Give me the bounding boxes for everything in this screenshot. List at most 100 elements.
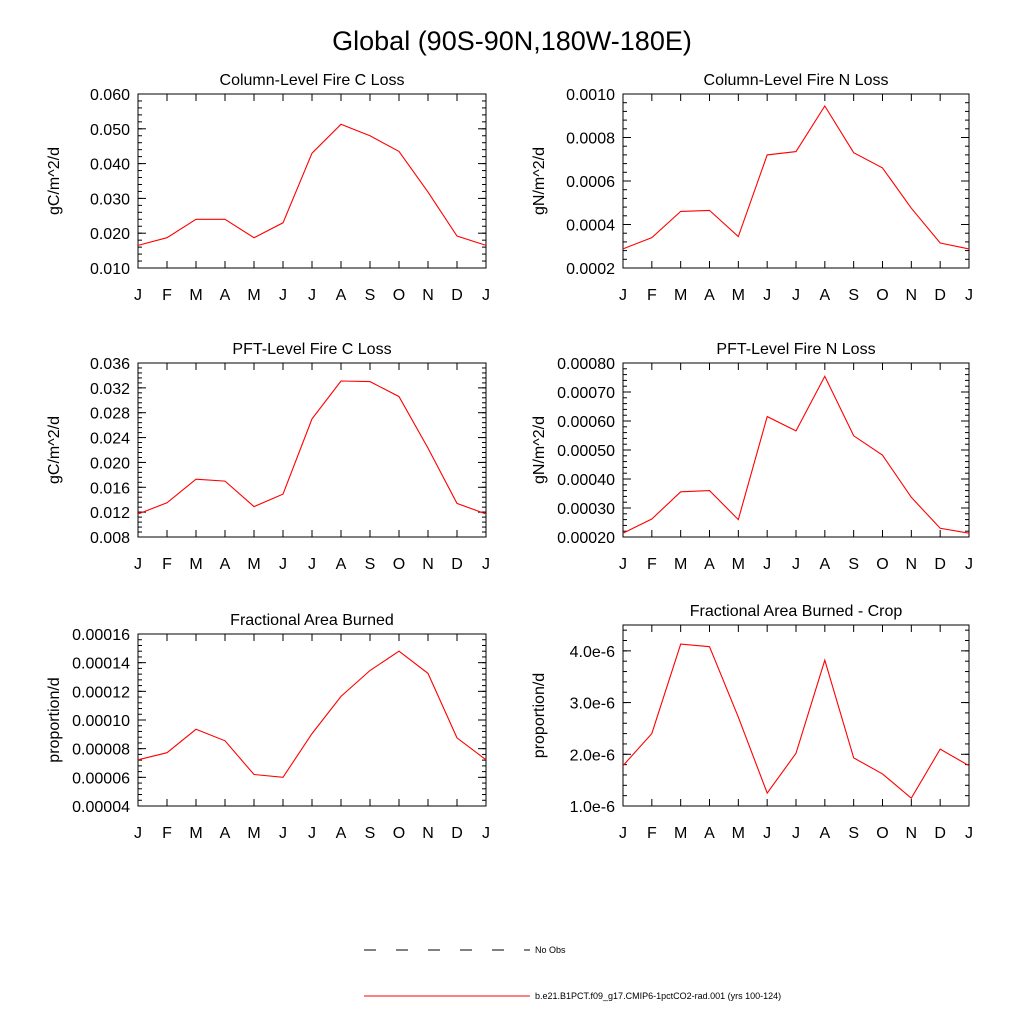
x-tick-label: F: [162, 287, 172, 304]
x-tick-label: S: [848, 825, 859, 842]
x-tick-label: F: [647, 287, 657, 304]
y-tick-label: 0.00050: [557, 443, 615, 460]
x-tick-label: D: [934, 287, 946, 304]
x-tick-label: O: [393, 825, 405, 842]
x-tick-label: A: [336, 825, 347, 842]
x-tick-label: N: [906, 825, 918, 842]
x-tick-label: F: [647, 825, 657, 842]
x-tick-label: J: [134, 825, 142, 842]
y-tick-label: 0.00012: [72, 684, 130, 701]
x-tick-label: F: [162, 825, 172, 842]
y-tick-label: 0.016: [90, 480, 130, 497]
plot-frame: [137, 633, 487, 807]
y-tick-label: 0.0006: [566, 174, 615, 191]
y-tick-label: 0.00040: [557, 472, 615, 489]
x-tick-label: M: [189, 556, 202, 573]
x-tick-label: M: [247, 556, 260, 573]
x-tick-label: J: [763, 825, 771, 842]
chart-panel-6: J F M A M J J A S O N D J1.0e-62.0e-63.0e-64.0e-6Fra…: [531, 603, 973, 842]
chart-panel-3: J F M A M J J A S O N D J0.0080.0120.0160.0200.0240.…: [46, 341, 490, 573]
x-tick-label: D: [934, 556, 946, 573]
x-tick-label: J: [279, 825, 287, 842]
x-tick-label: J: [619, 556, 627, 573]
chart-title: PFT-Level Fire C Loss: [232, 341, 391, 358]
x-tick-label: O: [876, 287, 888, 304]
y-tick-label: 0.050: [90, 122, 130, 139]
y-tick-label: 0.020: [90, 455, 130, 472]
y-tick-label: 0.0008: [566, 131, 615, 148]
y-tick-label: 0.00070: [557, 385, 615, 402]
chart-panels: J F M A M J J A S O N D J0.0100.0200.0300.0400.0500.…: [46, 72, 973, 842]
x-tick-label: M: [674, 825, 687, 842]
x-tick-label: N: [906, 287, 918, 304]
y-tick-label: 0.00030: [557, 501, 615, 518]
x-tick-label: J: [763, 556, 771, 573]
y-tick-label: 0.010: [90, 261, 130, 278]
chart-title: Fractional Area Burned: [230, 612, 394, 629]
x-tick-label: J: [308, 556, 316, 573]
chart-panel-4: J F M A M J J A S O N D J0.000200.000300.000400.0005…: [531, 341, 973, 573]
x-tick-label: J: [308, 825, 316, 842]
plot-frame: [137, 93, 487, 269]
y-tick-label: 0.036: [90, 356, 130, 373]
y-tick-label: 0.024: [90, 431, 130, 448]
legend-label-no-obs: No Obs: [535, 945, 566, 955]
x-tick-label: D: [451, 556, 463, 573]
x-tick-label: N: [422, 825, 434, 842]
series-line: [137, 650, 487, 778]
x-tick-label: J: [482, 825, 490, 842]
x-tick-label: M: [674, 287, 687, 304]
y-axis-label: proportion/d: [46, 677, 63, 762]
x-tick-label: D: [451, 287, 463, 304]
x-tick-label: D: [934, 825, 946, 842]
x-tick-label: M: [732, 287, 745, 304]
y-tick-label: 0.00014: [72, 656, 130, 673]
y-axis-label: gN/m^2/d: [531, 416, 548, 484]
y-tick-label: 0.00080: [557, 356, 615, 373]
y-tick-label: 0.00020: [557, 530, 615, 547]
x-tick-label: N: [422, 556, 434, 573]
y-tick-label: 0.00008: [72, 742, 130, 759]
y-tick-label: 3.0e-6: [570, 696, 615, 713]
x-tick-label: J: [619, 287, 627, 304]
x-tick-label: J: [279, 287, 287, 304]
plot-frame: [137, 362, 487, 538]
x-tick-label: O: [393, 556, 405, 573]
y-tick-label: 0.0004: [566, 218, 615, 235]
series-line: [622, 104, 970, 250]
chart-panel-5: J F M A M J J A S O N D J0.000040.000060.000080.0001…: [46, 612, 490, 842]
x-tick-label: J: [965, 825, 973, 842]
y-tick-label: 0.00016: [72, 627, 130, 644]
y-axis-label: proportion/d: [531, 673, 548, 758]
x-tick-label: S: [365, 287, 376, 304]
x-tick-label: J: [965, 287, 973, 304]
y-tick-label: 0.008: [90, 530, 130, 547]
chart-panel-2: J F M A M J J A S O N D J0.00020.00040.00060.00080.0…: [531, 72, 973, 304]
chart-title: PFT-Level Fire N Loss: [716, 341, 875, 358]
series-line: [622, 375, 970, 534]
series-line: [622, 643, 970, 800]
x-tick-label: A: [819, 556, 830, 573]
x-tick-label: A: [336, 287, 347, 304]
x-tick-label: M: [189, 287, 202, 304]
y-axis-label: gC/m^2/d: [46, 147, 63, 215]
y-tick-label: 0.060: [90, 87, 130, 104]
x-tick-label: M: [247, 287, 260, 304]
x-tick-label: A: [220, 287, 231, 304]
y-tick-label: 0.030: [90, 191, 130, 208]
y-tick-label: 0.0010: [566, 87, 615, 104]
x-tick-label: A: [220, 825, 231, 842]
x-tick-label: J: [279, 556, 287, 573]
x-tick-label: A: [336, 556, 347, 573]
x-tick-label: A: [220, 556, 231, 573]
x-tick-label: J: [482, 287, 490, 304]
x-tick-label: D: [451, 825, 463, 842]
x-tick-label: J: [619, 825, 627, 842]
y-tick-label: 0.00060: [557, 414, 615, 431]
x-tick-label: F: [162, 556, 172, 573]
y-tick-label: 1.0e-6: [570, 799, 615, 816]
x-tick-label: J: [763, 287, 771, 304]
x-tick-label: M: [732, 825, 745, 842]
x-tick-label: S: [848, 287, 859, 304]
